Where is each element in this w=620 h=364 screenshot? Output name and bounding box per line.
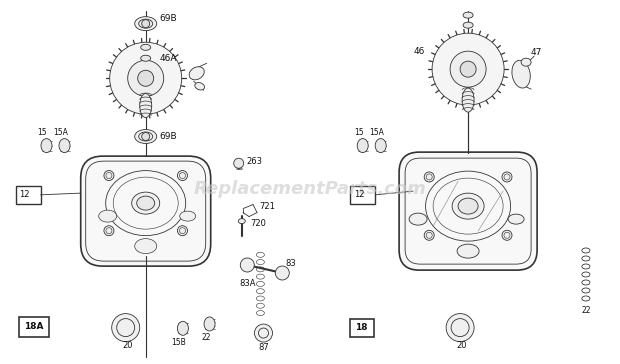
Text: 721: 721	[259, 202, 275, 211]
Ellipse shape	[463, 12, 473, 18]
Text: 20: 20	[457, 341, 467, 350]
Circle shape	[128, 60, 164, 96]
Ellipse shape	[357, 139, 368, 153]
Text: 46: 46	[413, 47, 425, 56]
Text: 83A: 83A	[239, 278, 256, 288]
Text: 15: 15	[354, 128, 363, 137]
Circle shape	[424, 230, 434, 240]
Text: 12: 12	[354, 190, 365, 199]
Ellipse shape	[462, 88, 474, 112]
Circle shape	[177, 171, 187, 181]
Circle shape	[234, 158, 244, 168]
Ellipse shape	[135, 239, 157, 254]
Circle shape	[110, 42, 182, 114]
Bar	[350, 186, 375, 204]
Circle shape	[446, 314, 474, 341]
Circle shape	[432, 33, 504, 105]
Text: 20: 20	[122, 341, 133, 350]
Text: 12: 12	[19, 190, 30, 199]
Ellipse shape	[99, 210, 117, 222]
Text: 720: 720	[250, 219, 266, 228]
Ellipse shape	[508, 214, 524, 224]
Circle shape	[104, 226, 114, 236]
Ellipse shape	[463, 22, 473, 28]
Circle shape	[104, 171, 114, 181]
Ellipse shape	[452, 193, 484, 219]
FancyBboxPatch shape	[399, 152, 537, 270]
Ellipse shape	[141, 44, 151, 50]
Ellipse shape	[41, 139, 52, 153]
Circle shape	[254, 324, 273, 342]
Ellipse shape	[140, 94, 152, 118]
Text: 46A: 46A	[160, 54, 177, 63]
Circle shape	[142, 132, 149, 141]
Ellipse shape	[189, 67, 204, 80]
Ellipse shape	[141, 55, 151, 61]
Text: 87: 87	[258, 343, 269, 352]
Text: 15A: 15A	[370, 128, 384, 137]
Ellipse shape	[177, 321, 188, 335]
Text: 15B: 15B	[172, 338, 186, 347]
Text: ReplacementParts.com: ReplacementParts.com	[193, 180, 427, 198]
Circle shape	[460, 61, 476, 77]
Circle shape	[177, 226, 187, 236]
FancyBboxPatch shape	[81, 156, 211, 266]
Ellipse shape	[375, 139, 386, 153]
Circle shape	[424, 172, 434, 182]
Text: 22: 22	[581, 306, 591, 315]
Ellipse shape	[59, 139, 70, 153]
Ellipse shape	[131, 192, 160, 214]
Ellipse shape	[195, 83, 205, 90]
Ellipse shape	[204, 317, 215, 331]
Circle shape	[138, 70, 154, 86]
Text: 83: 83	[285, 258, 296, 268]
Text: 18: 18	[355, 323, 368, 332]
Circle shape	[142, 20, 149, 28]
Ellipse shape	[135, 130, 157, 143]
Bar	[19, 317, 48, 337]
Circle shape	[450, 51, 486, 87]
Ellipse shape	[136, 196, 155, 210]
Circle shape	[241, 258, 254, 272]
Ellipse shape	[180, 211, 196, 221]
Bar	[16, 186, 40, 204]
Circle shape	[502, 172, 512, 182]
Circle shape	[112, 314, 140, 341]
Text: 47: 47	[530, 48, 541, 57]
Ellipse shape	[238, 219, 246, 223]
Circle shape	[502, 230, 512, 240]
Text: 263: 263	[247, 157, 263, 166]
Text: 15A: 15A	[53, 128, 68, 137]
Ellipse shape	[409, 213, 427, 225]
Ellipse shape	[521, 58, 531, 66]
Text: 15: 15	[38, 128, 47, 137]
Circle shape	[275, 266, 290, 280]
Bar	[350, 319, 374, 337]
Text: 22: 22	[202, 333, 211, 343]
Ellipse shape	[135, 17, 157, 31]
Ellipse shape	[458, 198, 478, 214]
Text: 69B: 69B	[160, 14, 177, 23]
Text: 69B: 69B	[160, 132, 177, 141]
Ellipse shape	[457, 244, 479, 258]
Text: 18A: 18A	[24, 322, 43, 331]
Ellipse shape	[512, 60, 530, 88]
